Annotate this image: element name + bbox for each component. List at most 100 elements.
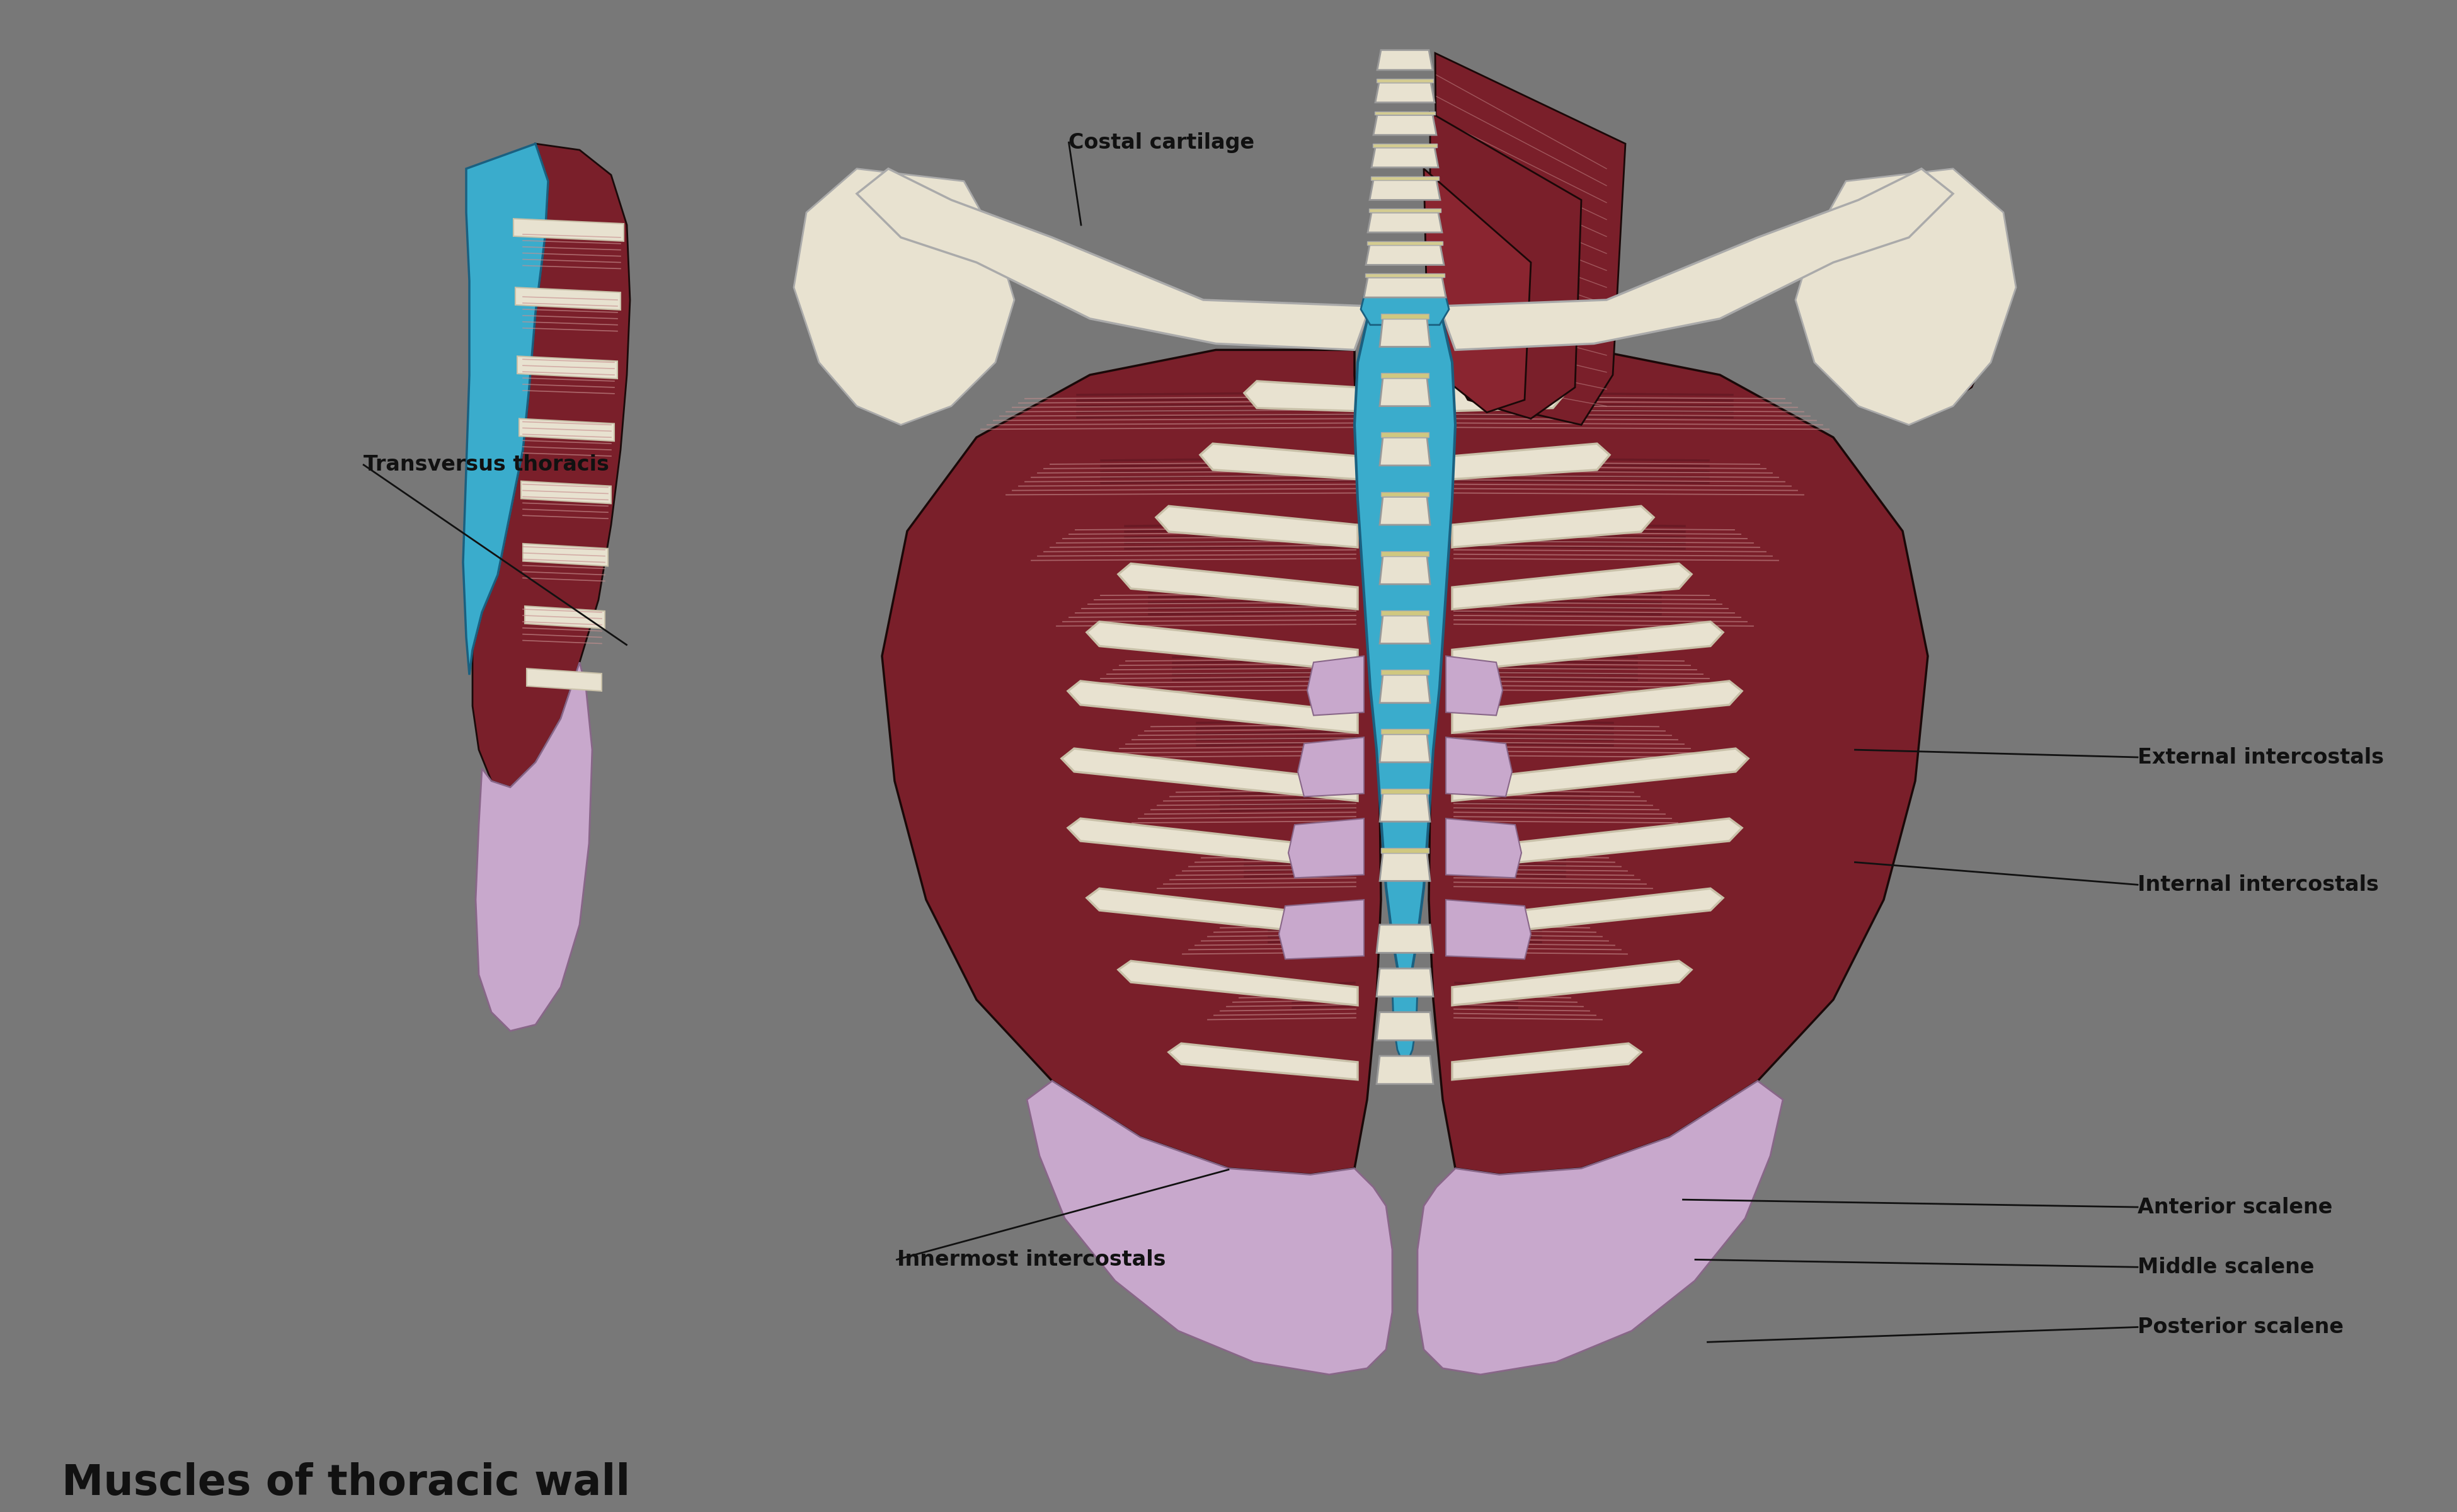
- Polygon shape: [516, 287, 622, 310]
- Polygon shape: [1170, 1043, 1359, 1080]
- Polygon shape: [1287, 818, 1364, 878]
- Polygon shape: [1381, 497, 1430, 525]
- Polygon shape: [1297, 738, 1364, 797]
- Polygon shape: [1376, 1055, 1432, 1084]
- Polygon shape: [1452, 381, 1565, 411]
- Polygon shape: [1381, 674, 1430, 703]
- Polygon shape: [462, 144, 548, 674]
- Polygon shape: [1796, 169, 2017, 425]
- Text: Middle scalene: Middle scalene: [2138, 1256, 2314, 1278]
- Polygon shape: [1061, 748, 1359, 801]
- Polygon shape: [1452, 443, 1609, 479]
- Polygon shape: [1452, 621, 1722, 671]
- Polygon shape: [1381, 788, 1430, 794]
- Polygon shape: [1381, 378, 1430, 407]
- Polygon shape: [1381, 853, 1430, 881]
- Polygon shape: [1381, 313, 1430, 319]
- Polygon shape: [1364, 277, 1445, 298]
- Polygon shape: [1086, 889, 1359, 937]
- Polygon shape: [1381, 556, 1430, 584]
- Polygon shape: [1445, 656, 1504, 715]
- Polygon shape: [1452, 564, 1690, 609]
- Polygon shape: [1821, 181, 2002, 419]
- Polygon shape: [794, 169, 1015, 425]
- Polygon shape: [1366, 242, 1442, 245]
- Text: Costal cartilage: Costal cartilage: [1069, 132, 1256, 153]
- Polygon shape: [1452, 889, 1722, 937]
- Polygon shape: [882, 349, 1381, 1175]
- Polygon shape: [1376, 925, 1432, 953]
- Polygon shape: [1381, 432, 1430, 437]
- Polygon shape: [1430, 112, 1582, 419]
- Text: Internal intercostals: Internal intercostals: [2138, 874, 2378, 895]
- Polygon shape: [1280, 900, 1364, 959]
- Polygon shape: [1243, 381, 1359, 411]
- Text: Posterior scalene: Posterior scalene: [2138, 1317, 2344, 1338]
- Polygon shape: [1445, 738, 1511, 797]
- Polygon shape: [1381, 615, 1430, 644]
- Text: Innermost intercostals: Innermost intercostals: [897, 1249, 1165, 1270]
- Polygon shape: [1118, 564, 1359, 609]
- Polygon shape: [1452, 507, 1654, 547]
- Polygon shape: [1452, 680, 1742, 733]
- Polygon shape: [1452, 1043, 1641, 1080]
- Polygon shape: [1376, 969, 1432, 996]
- Polygon shape: [514, 219, 624, 242]
- Polygon shape: [857, 169, 1371, 349]
- Polygon shape: [1452, 962, 1690, 1005]
- Polygon shape: [1376, 1012, 1432, 1040]
- Polygon shape: [472, 144, 629, 788]
- Polygon shape: [1381, 550, 1430, 556]
- Polygon shape: [1378, 50, 1432, 70]
- Polygon shape: [1381, 319, 1430, 346]
- Polygon shape: [1376, 83, 1435, 103]
- Polygon shape: [1371, 148, 1437, 168]
- Polygon shape: [1381, 670, 1430, 674]
- Polygon shape: [1069, 680, 1359, 733]
- Polygon shape: [523, 544, 607, 565]
- Polygon shape: [1381, 794, 1430, 821]
- Polygon shape: [1199, 443, 1359, 479]
- Polygon shape: [1373, 112, 1435, 115]
- Text: Muscles of thoracic wall: Muscles of thoracic wall: [61, 1462, 629, 1503]
- Polygon shape: [1366, 274, 1445, 277]
- Polygon shape: [1381, 437, 1430, 466]
- Polygon shape: [1381, 729, 1430, 735]
- Polygon shape: [521, 481, 612, 503]
- Polygon shape: [1369, 180, 1440, 200]
- Polygon shape: [1381, 735, 1430, 762]
- Polygon shape: [1381, 373, 1430, 378]
- Polygon shape: [1452, 748, 1749, 801]
- Polygon shape: [518, 419, 614, 442]
- Polygon shape: [1369, 209, 1440, 212]
- Text: Anterior scalene: Anterior scalene: [2138, 1196, 2332, 1217]
- Polygon shape: [1366, 245, 1445, 265]
- Polygon shape: [1381, 611, 1430, 615]
- Polygon shape: [1157, 507, 1359, 547]
- Polygon shape: [1369, 212, 1442, 233]
- Polygon shape: [1376, 79, 1432, 83]
- Polygon shape: [1393, 987, 1418, 1069]
- Polygon shape: [1371, 177, 1440, 180]
- Polygon shape: [1418, 1081, 1784, 1374]
- Polygon shape: [1118, 962, 1359, 1005]
- Polygon shape: [1027, 1081, 1393, 1374]
- Polygon shape: [1373, 115, 1437, 135]
- Polygon shape: [1423, 169, 1531, 413]
- Polygon shape: [1307, 656, 1364, 715]
- Polygon shape: [1452, 818, 1742, 869]
- Text: Transversus thoracis: Transversus thoracis: [364, 455, 609, 475]
- Polygon shape: [1381, 491, 1430, 497]
- Polygon shape: [477, 662, 592, 1031]
- Polygon shape: [1445, 818, 1521, 878]
- Polygon shape: [1086, 621, 1359, 671]
- Polygon shape: [526, 606, 604, 629]
- Polygon shape: [1069, 818, 1359, 869]
- Polygon shape: [526, 668, 602, 691]
- Polygon shape: [1354, 305, 1455, 999]
- Polygon shape: [1435, 53, 1627, 425]
- Polygon shape: [1430, 349, 1929, 1175]
- Polygon shape: [1381, 848, 1430, 853]
- Polygon shape: [1361, 284, 1450, 325]
- Polygon shape: [1440, 169, 1953, 349]
